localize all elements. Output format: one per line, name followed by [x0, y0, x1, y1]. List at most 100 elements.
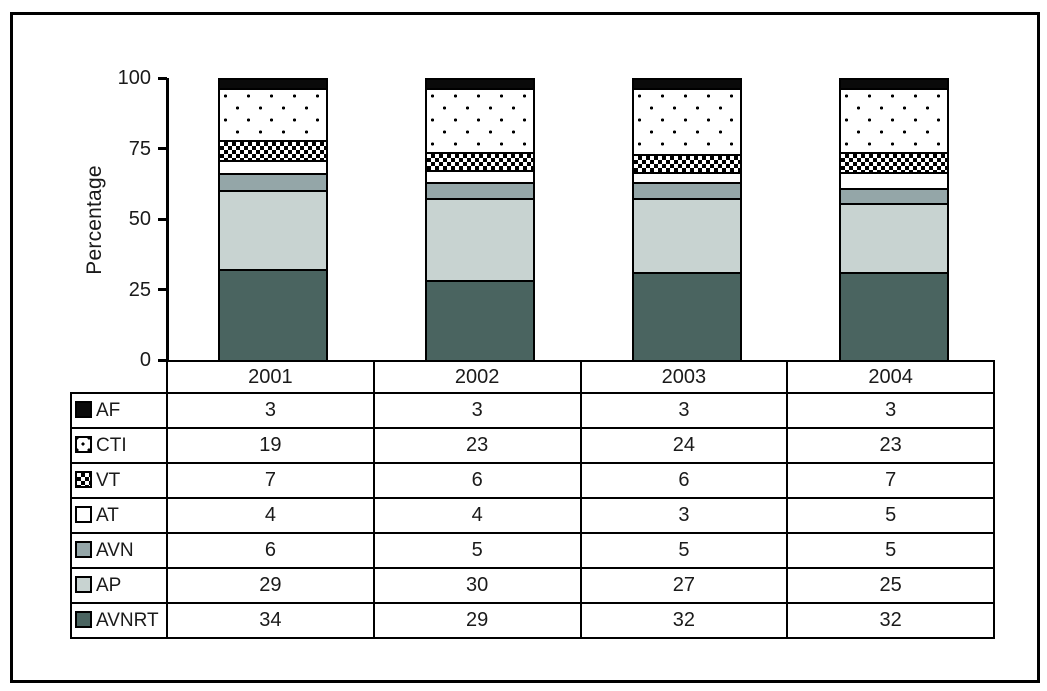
bar-segment-vt	[841, 151, 948, 173]
data-table: 2001 2002 2003 2004 AF 3 3 3 3 CTI 19 23	[70, 360, 995, 639]
stacked-bar-2002	[424, 78, 535, 361]
y-axis-tick	[158, 288, 167, 291]
legend-label: AVN	[96, 540, 134, 561]
value-cell: 5	[579, 532, 789, 569]
value-cell: 24	[579, 427, 789, 464]
value-cell: 5	[786, 532, 995, 569]
stacked-bar-2003	[632, 78, 743, 361]
bar-segment-avnrt	[219, 268, 326, 360]
bar-segment-ap	[634, 197, 741, 273]
bar-segment-af	[841, 80, 948, 89]
bar-segment-avn	[841, 187, 948, 204]
bar-segment-at	[634, 172, 741, 183]
bar-segment-ap	[841, 203, 948, 273]
bar-segment-af	[219, 80, 326, 88]
value-cell: 30	[372, 567, 582, 604]
bar-segment-cti	[219, 87, 326, 140]
bar-segment-avnrt	[426, 280, 533, 361]
table-header-row: 2001 2002 2003 2004	[71, 360, 995, 394]
bar-segment-at	[841, 172, 948, 188]
table-row-af: AF 3 3 3 3	[70, 392, 995, 429]
y-tick-label: 50	[128, 208, 151, 230]
year-header: 2004	[786, 360, 995, 394]
legend-label: AT	[96, 505, 119, 526]
value-cell: 34	[166, 602, 375, 639]
legend-cell-avnrt: AVNRT	[70, 602, 168, 639]
y-axis-tick	[158, 358, 167, 362]
legend-cell-cti: CTI	[70, 427, 168, 464]
stacked-bar-2004	[839, 78, 950, 361]
legend-swatch-ap-icon	[75, 576, 92, 593]
legend-cell-ap: AP	[70, 567, 168, 604]
legend-swatch-avnrt-icon	[75, 611, 92, 628]
table-row-ap: AP 29 30 27 25	[70, 567, 995, 604]
legend-label: AVNRT	[96, 610, 159, 631]
bar-segment-at	[426, 169, 533, 183]
bar-segment-cti	[841, 88, 948, 152]
value-cell: 5	[372, 532, 582, 569]
legend-cell-af: AF	[70, 392, 168, 429]
value-cell: 6	[579, 462, 789, 499]
value-cell: 23	[372, 427, 582, 464]
legend-label: AF	[96, 400, 121, 421]
year-header: 2003	[579, 360, 789, 394]
y-tick-label: 25	[128, 278, 151, 301]
legend-label: CTI	[96, 435, 127, 456]
legend-swatch-avn-icon	[75, 541, 92, 558]
value-cell: 3	[372, 392, 582, 429]
legend-swatch-af-icon	[75, 401, 92, 418]
y-axis-title: Percentage	[83, 165, 106, 275]
value-cell: 6	[166, 532, 375, 569]
bar-segment-vt	[219, 139, 326, 161]
bar-segment-avnrt	[841, 272, 948, 361]
y-axis-tick	[158, 217, 167, 221]
bar-segment-ap	[219, 190, 326, 269]
y-axis-tick	[158, 76, 167, 80]
bar-segment-cti	[426, 88, 533, 152]
value-cell: 32	[786, 602, 995, 639]
stacked-bar-2001	[217, 78, 328, 360]
y-axis-tick	[158, 147, 167, 150]
value-cell: 7	[786, 462, 995, 499]
bar-segment-af	[634, 80, 741, 89]
value-cell: 25	[786, 567, 995, 604]
legend-swatch-at-icon	[75, 506, 92, 523]
value-cell: 29	[372, 602, 582, 639]
bar-segment-avn	[634, 182, 741, 198]
bars-container	[169, 78, 998, 361]
bar-segment-avn	[219, 172, 326, 191]
table-row-avn: AVN 6 5 5 5	[70, 532, 995, 569]
value-cell: 6	[372, 462, 582, 499]
bar-segment-at	[219, 160, 326, 173]
year-header: 2001	[166, 360, 375, 394]
table-row-avnrt: AVNRT 34 29 32 32	[70, 602, 995, 639]
plot-area: 0 25 50 75 100	[118, 67, 998, 371]
table-row-cti: CTI 19 23 24 23	[70, 427, 995, 464]
outer-frame: Percentage 0 25 50 75 100 2001 2002 2003 200…	[10, 12, 1040, 683]
value-cell: 3	[786, 392, 995, 429]
bar-segment-ap	[426, 197, 533, 281]
value-cell: 19	[166, 427, 375, 464]
legend-swatch-cti-icon	[75, 436, 92, 453]
value-cell: 32	[579, 602, 789, 639]
value-cell: 27	[579, 567, 789, 604]
value-cell: 3	[166, 392, 375, 429]
value-cell: 29	[166, 567, 375, 604]
value-cell: 23	[786, 427, 995, 464]
blank-corner-cell	[71, 361, 167, 393]
y-tick-label: 100	[117, 67, 151, 89]
legend-swatch-vt-icon	[75, 471, 92, 488]
legend-label: AP	[96, 575, 122, 596]
bar-segment-vt	[426, 151, 533, 170]
bar-segment-af	[426, 80, 533, 89]
bar-segment-avn	[426, 182, 533, 198]
y-tick-label: 75	[128, 137, 151, 160]
value-cell: 4	[372, 497, 582, 534]
value-cell: 3	[579, 497, 789, 534]
value-cell: 4	[166, 497, 375, 534]
year-header: 2002	[372, 360, 582, 394]
legend-label: VT	[96, 470, 121, 491]
bar-segment-vt	[634, 154, 741, 173]
legend-cell-at: AT	[70, 497, 168, 534]
